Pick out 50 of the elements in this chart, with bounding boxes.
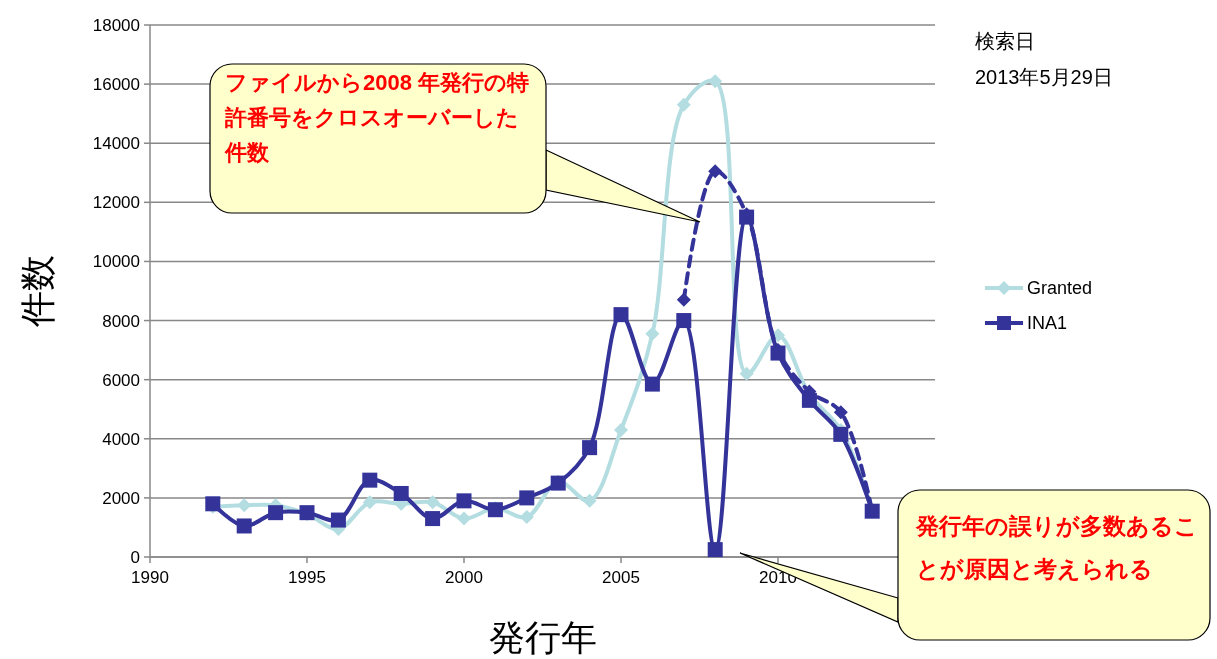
point	[393, 485, 409, 501]
point	[457, 511, 471, 526]
point	[519, 510, 534, 525]
annotation: 発行年の誤りが多数あることが原因と考えられる	[915, 513, 1198, 582]
point	[833, 405, 848, 420]
point	[644, 376, 660, 392]
point	[676, 97, 691, 112]
y-tick-label: 12000	[92, 193, 140, 213]
point	[425, 511, 441, 527]
point	[362, 472, 378, 488]
point	[833, 426, 849, 442]
point	[456, 493, 472, 509]
point	[708, 164, 723, 179]
x-tick-label: 1995	[288, 568, 326, 587]
y-tick-label: 0	[130, 548, 140, 567]
y-tick-label: 8000	[102, 311, 140, 331]
y-tick-label: 14000	[92, 134, 140, 154]
point	[362, 495, 377, 510]
point	[707, 542, 723, 558]
point	[613, 307, 629, 323]
point	[330, 512, 346, 528]
point	[425, 495, 440, 510]
y-axis-title: 件数	[224, 140, 270, 165]
point	[237, 498, 252, 513]
x-tick-label: 2005	[602, 568, 640, 587]
x-tick-label: 2000	[445, 568, 483, 587]
point	[519, 490, 535, 506]
text: 検索日 2013年5月29日	[975, 30, 1113, 88]
point	[614, 422, 628, 437]
legend-label: INA1	[1027, 313, 1068, 333]
y-tick-label: 2000	[102, 488, 140, 508]
point	[645, 326, 660, 341]
y-tick-label: 16000	[92, 75, 140, 95]
y-tick-label: 10000	[92, 252, 140, 272]
legend-label: Granted	[1027, 278, 1093, 298]
point	[676, 292, 691, 307]
y-tick-label: 4000	[102, 429, 140, 449]
text: 件数	[17, 255, 58, 327]
y-tick-label: 6000	[102, 370, 140, 390]
y-tick-label: 18000	[92, 16, 140, 35]
x-axis-title: 発行年	[488, 617, 597, 658]
point	[236, 518, 252, 534]
point	[676, 313, 692, 329]
x-tick-label: 1990	[131, 568, 169, 587]
point	[268, 505, 284, 521]
point	[582, 493, 597, 508]
point	[582, 440, 598, 456]
point	[708, 74, 723, 89]
point	[739, 366, 754, 381]
text: ファイルから2008 年発行の特許番号をクロスオーバーした	[225, 70, 530, 130]
